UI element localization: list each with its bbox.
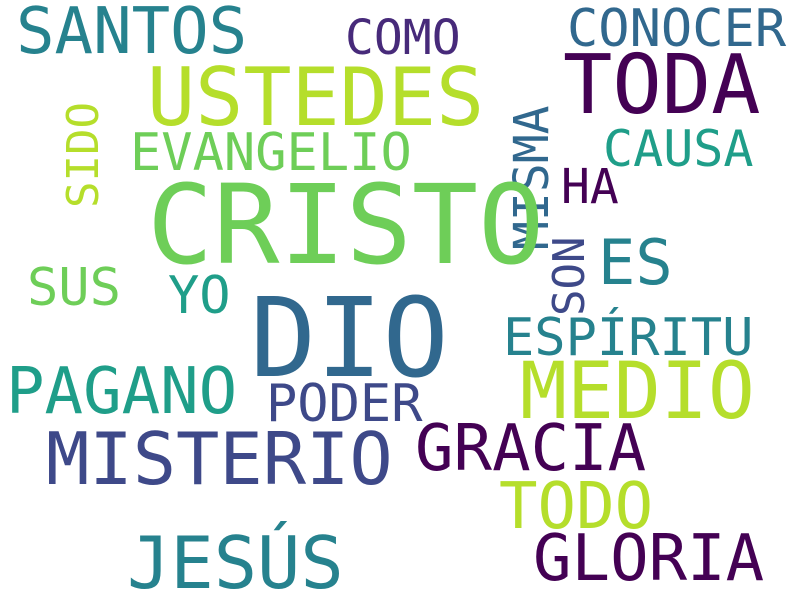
word-conocer: CONOCER (567, 0, 787, 59)
word-dio: DIO (250, 274, 449, 402)
word-pagano: PAGANO (6, 355, 238, 429)
word-medio: MEDIO (520, 347, 755, 437)
word-causa: CAUSA (603, 120, 754, 178)
word-jesus: JESÚS (127, 521, 344, 600)
word-sido: SIDO (58, 102, 109, 208)
word-son: SON (544, 236, 595, 316)
word-toda: TODA (563, 38, 761, 133)
word-gloria: GLORIA (533, 522, 765, 596)
word-ustedes: USTEDES (147, 51, 485, 144)
word-ha: HA (561, 159, 619, 215)
word-santos: SANTOS (16, 0, 248, 69)
word-cristo: CRISTO (147, 161, 545, 289)
word-todo: TODO (499, 470, 654, 544)
word-evangelio: EVANGELIO (130, 123, 412, 183)
word-como: COMO (345, 10, 461, 66)
word-misterio: MISTERIO (46, 417, 393, 501)
word-poder: PODER (266, 374, 423, 434)
word-es: ES (598, 226, 673, 299)
word-yo: YO (168, 266, 231, 326)
word-espiritu: ESPÍRITU (503, 308, 754, 368)
word-sus: SUS (27, 258, 121, 318)
word-gracia: GRACIA (415, 412, 647, 486)
